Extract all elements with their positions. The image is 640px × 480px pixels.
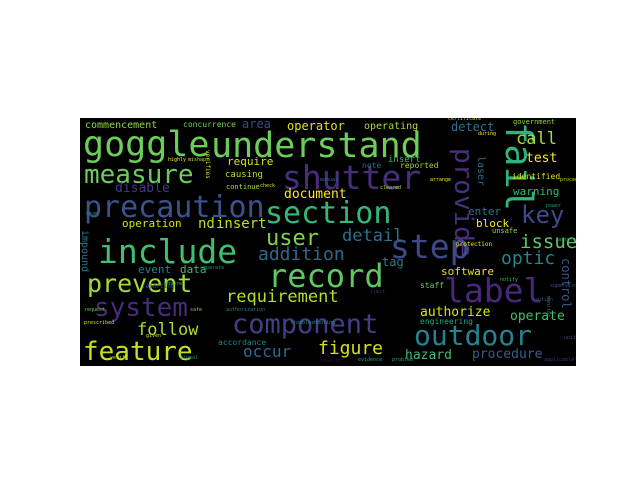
word-test: test	[526, 151, 558, 166]
word-identified: identified	[512, 172, 561, 181]
word-detect: detect	[451, 120, 495, 134]
word-verify: verify	[110, 355, 129, 361]
word-occur: occur	[243, 342, 292, 361]
word-unit: unit	[564, 335, 576, 341]
word-power: power	[546, 203, 562, 209]
word-requirement: requirement	[226, 287, 339, 307]
word-prevent: prevent	[87, 269, 193, 298]
word-cleared: cleared	[380, 185, 402, 191]
word-operate: operate	[510, 309, 565, 324]
word-data: data	[180, 263, 207, 276]
word-warning: warning	[513, 185, 560, 198]
word-ensure: ensure	[164, 281, 183, 287]
word-impound: impound	[80, 230, 90, 273]
word-certificate: certificate	[448, 118, 482, 122]
word-issue: issue	[520, 231, 576, 253]
word-operation: operation	[122, 217, 182, 230]
word-detail: detail	[342, 226, 404, 246]
word-proceed: proceed	[560, 177, 576, 183]
word-system: system	[94, 293, 188, 323]
word-results: results	[320, 358, 342, 364]
word-goggle: goggle	[83, 125, 210, 165]
word-call: call	[516, 129, 557, 149]
word-concurrence: concurrence	[183, 120, 236, 129]
word-arrange: arrange	[430, 177, 452, 183]
word-figure: figure	[318, 338, 384, 359]
word-troubleshooting: troubleshooting	[290, 320, 336, 326]
word-verifies: verifies	[204, 150, 211, 179]
word-operating: operating	[364, 121, 419, 132]
word-outdoor: outdoor	[414, 319, 533, 352]
word-include: include	[98, 232, 238, 271]
word-understand: understand	[211, 126, 422, 166]
word-notify: notify	[500, 277, 519, 283]
word-event: event	[138, 263, 172, 276]
word-authorization: authorization	[226, 307, 266, 313]
word-problem: problem	[392, 357, 414, 363]
word-beam: beam	[86, 211, 99, 217]
word-tag: tag	[382, 255, 404, 269]
word-user: user	[266, 226, 319, 251]
word-document: document	[284, 187, 347, 202]
word-caution: caution	[532, 297, 554, 303]
word-separate: separate	[200, 265, 225, 271]
word-section: section	[265, 196, 392, 231]
word-applicable: applicable	[544, 357, 575, 363]
word-insert-2: insert	[388, 155, 421, 165]
word-addition: addition	[258, 244, 345, 265]
word-reporting: reporting	[142, 283, 175, 290]
word-optic: optic	[501, 248, 556, 269]
word-during: during	[478, 131, 497, 137]
word-staff: staff	[420, 281, 445, 290]
word-measure: measure	[84, 160, 194, 190]
word-accordance: accordance	[218, 338, 267, 347]
word-evidence: evidence	[358, 357, 383, 363]
word-note: note	[362, 161, 382, 170]
word-authorize: authorize	[420, 305, 491, 320]
word-label: label	[444, 271, 544, 310]
word-signal: signal	[180, 355, 199, 361]
word-require: require	[227, 155, 274, 168]
word-component: component	[232, 309, 379, 340]
word-laser: laser	[475, 156, 486, 187]
word-check: check	[260, 183, 276, 189]
word-supervisor: supervisor	[550, 283, 576, 289]
word-hazard: hazard	[405, 348, 452, 363]
word-highly: highly	[168, 157, 187, 163]
word-continue: continue	[226, 183, 260, 191]
word-key: key	[521, 201, 565, 229]
word-prescribed: prescribed	[84, 320, 115, 326]
word-manual: manual	[320, 177, 339, 183]
word-step: step	[390, 227, 470, 266]
word-enter: enter	[468, 205, 502, 218]
word-assurance: assurance	[558, 237, 576, 243]
word-insert: insert	[216, 216, 267, 232]
word-cloud: goggle understand fail shutter measure p…	[80, 118, 576, 366]
word-precaution: precaution	[84, 190, 265, 225]
word-limit: limit	[370, 289, 386, 295]
word-software: software	[441, 265, 494, 278]
word-protection: protection	[456, 241, 493, 248]
word-government: government	[513, 118, 556, 126]
word-follow: follow	[137, 320, 199, 340]
word-area: area	[242, 118, 271, 131]
word-engineering: engineering	[420, 317, 473, 326]
word-unsafe: unsafe	[492, 227, 518, 235]
word-commencement: commencement	[85, 120, 158, 131]
word-operator: operator	[287, 119, 345, 133]
word-feature: feature	[83, 337, 193, 366]
word-safe: safe	[190, 307, 203, 313]
word-block: block	[476, 217, 510, 230]
word-nd: nd	[198, 216, 215, 232]
word-causing: causing	[225, 170, 263, 180]
word-mishaps: mishaps	[188, 157, 210, 163]
word-disable: disable	[115, 181, 170, 196]
word-given: given	[146, 333, 162, 339]
word-record: record	[268, 257, 384, 295]
word-procedure: procedure	[472, 347, 543, 362]
word-request: request	[84, 307, 106, 313]
word-reported: reported	[400, 161, 439, 170]
word-shutter: shutter	[282, 158, 422, 197]
